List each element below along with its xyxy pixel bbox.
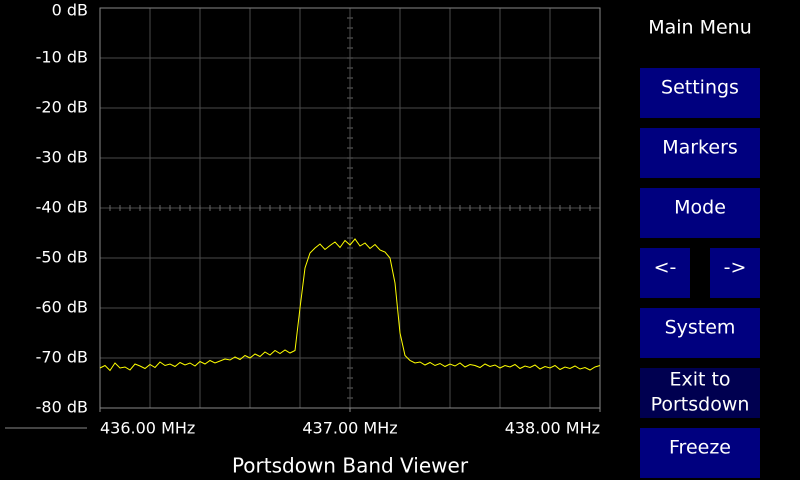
y-tick-label: -20 dB [36, 98, 88, 117]
button-label: <- [654, 257, 677, 279]
button-face [640, 368, 760, 418]
menu-title: Main Menu [648, 17, 752, 39]
button-face [710, 248, 760, 298]
y-tick-label: -60 dB [36, 298, 88, 317]
button-label: Freeze [669, 437, 731, 459]
menu-button[interactable]: Markers [640, 128, 760, 178]
menu-button[interactable]: Settings [640, 68, 760, 118]
button-label: Markers [662, 137, 738, 159]
button-face [640, 68, 760, 118]
y-tick-label: -70 dB [36, 348, 88, 367]
x-tick-label: 436.00 MHz [100, 419, 195, 438]
plot-frame [99, 7, 601, 409]
button-label: System [665, 317, 736, 339]
y-tick-label: 0 dB [52, 1, 88, 20]
y-tick-label: -10 dB [36, 48, 88, 67]
y-tick-label: -30 dB [36, 148, 88, 167]
button-label: Portsdown [651, 394, 750, 416]
menu-button[interactable]: <- [640, 248, 690, 298]
menu-button[interactable]: Exit to Portsdown [640, 368, 760, 418]
button-face [640, 128, 760, 178]
button-face [640, 248, 690, 298]
button-label: Mode [674, 197, 726, 219]
y-tick-label: -50 dB [36, 248, 88, 267]
app-title: Portsdown Band Viewer [232, 454, 469, 478]
y-tick-label: -80 dB [36, 398, 88, 417]
button-face [640, 428, 760, 478]
spectrum-trace [99, 238, 601, 372]
button-label: Settings [661, 77, 739, 99]
x-tick-label: 437.00 MHz [302, 419, 397, 438]
button-face [640, 308, 760, 358]
menu-button[interactable]: Freeze [640, 428, 760, 478]
menu-button[interactable]: Mode [640, 188, 760, 238]
menu-button[interactable]: -> [710, 248, 760, 298]
menu-button[interactable]: System [640, 308, 760, 358]
button-label: Exit to [669, 369, 730, 391]
button-face [640, 188, 760, 238]
button-label: -> [724, 257, 747, 279]
y-tick-label: -40 dB [36, 198, 88, 217]
x-tick-label: 438.00 MHz [505, 419, 600, 438]
